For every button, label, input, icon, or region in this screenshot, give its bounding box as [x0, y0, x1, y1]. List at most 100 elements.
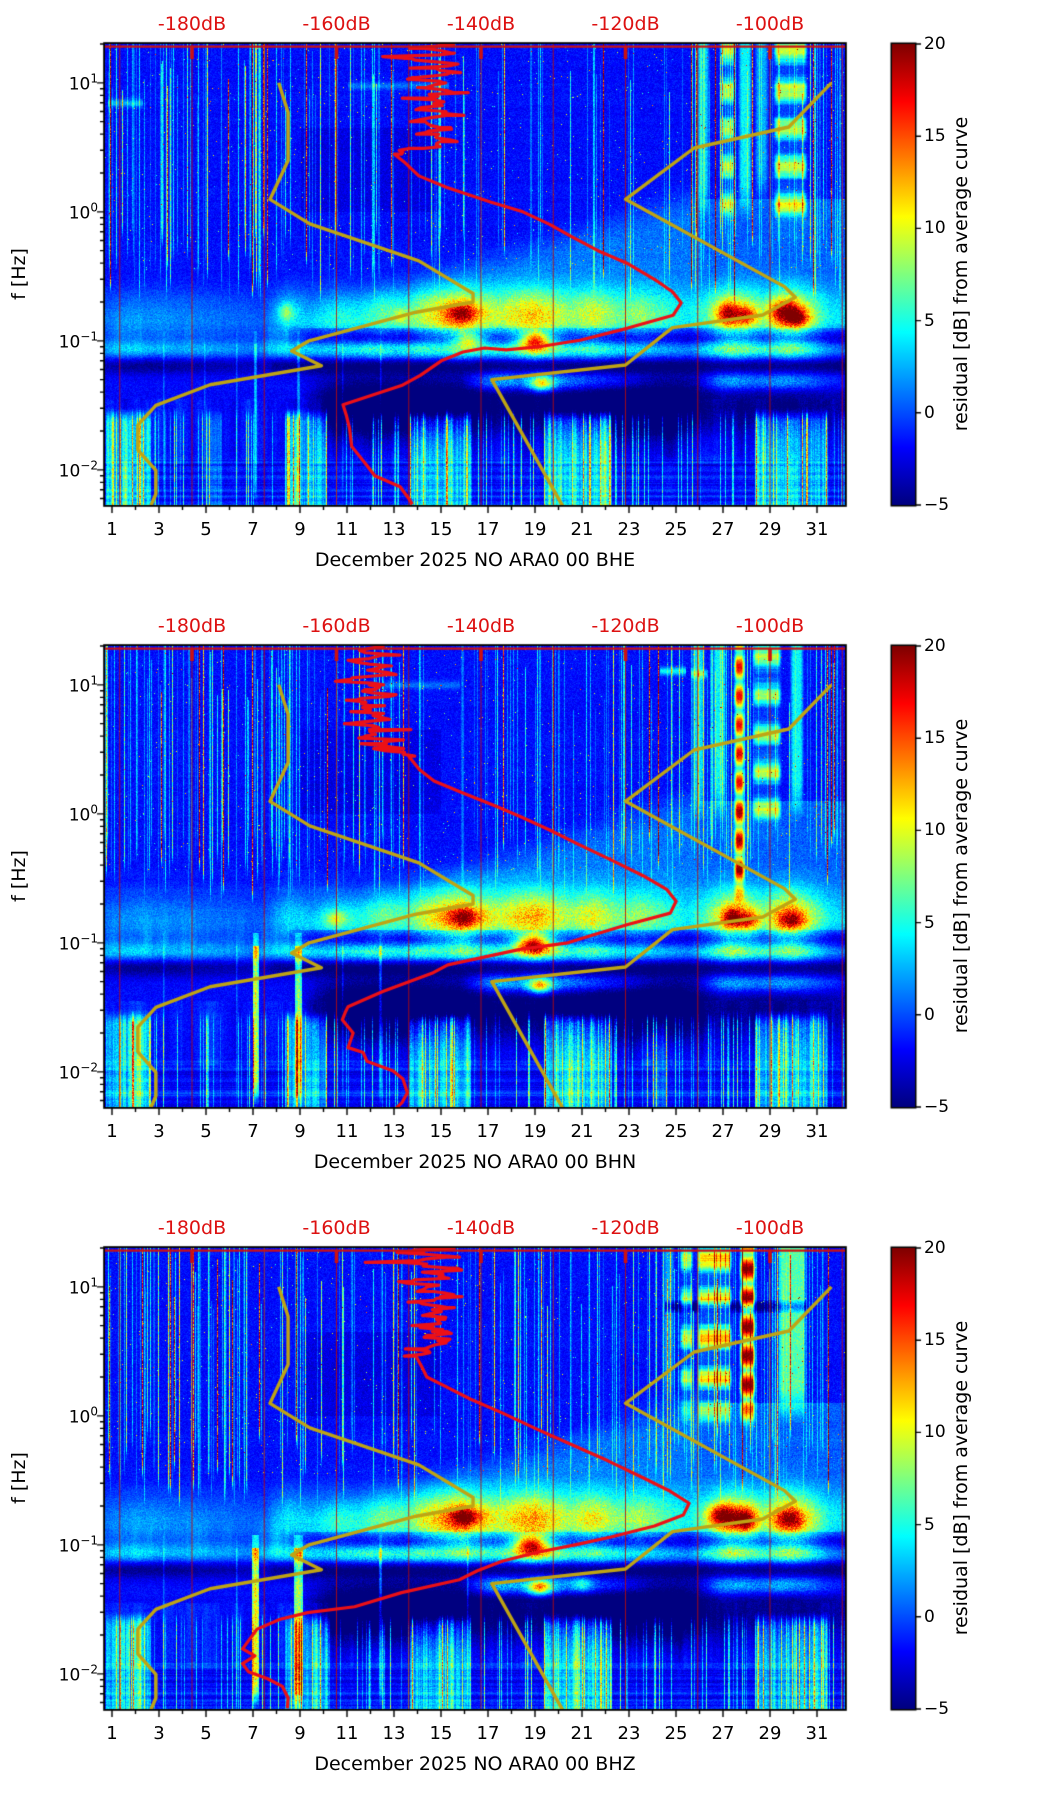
x-tick-label: 7 [247, 1723, 259, 1744]
x-tick-label: 21 [570, 519, 594, 540]
top-axis-label: -120dB [591, 13, 660, 35]
x-tick-label: 11 [335, 519, 359, 540]
plot-title-bhz: December 2025 NO ARA0 00 BHZ [314, 1753, 636, 1775]
top-axis-label: -160dB [302, 13, 371, 35]
top-axis-label: -140dB [446, 13, 516, 35]
x-tick-label: 27 [711, 519, 735, 540]
x-tick-label: 19 [523, 519, 547, 540]
colorbar-tick-label: 10 [924, 1422, 946, 1443]
x-tick-label: 7 [247, 519, 259, 540]
top-axis-label: -160dB [302, 615, 371, 637]
x-tick-label: 19 [523, 1723, 547, 1744]
y-tick-label: 100 [68, 200, 98, 224]
y-tick-label: 100 [68, 802, 98, 826]
colorbar-tick-label: −5 [924, 1699, 950, 1719]
colorbar-label-2: residual [dB] from average curve [950, 718, 972, 1034]
y-tick-label: 10−2 [58, 1060, 98, 1084]
x-tick-label: 9 [294, 1723, 306, 1744]
colorbar-tick-label: 0 [924, 1004, 935, 1025]
colorbar-tick-label: 5 [924, 310, 935, 331]
colorbar-tick-label: 5 [924, 912, 935, 933]
colorbar-tick-label: 0 [924, 1606, 935, 1627]
x-tick-label: 21 [570, 1121, 594, 1142]
x-tick-label: 15 [429, 1121, 453, 1142]
plot-title-bhn: December 2025 NO ARA0 00 BHN [313, 1151, 637, 1173]
colorbar-tick-label: 5 [924, 1514, 935, 1535]
y-tick-label: 10−1 [58, 931, 98, 955]
colorbar-label-1: residual [dB] from average curve [950, 116, 972, 432]
x-tick-label: 17 [476, 1121, 500, 1142]
x-tick-label: 15 [429, 519, 453, 540]
x-tick-label: 9 [294, 519, 306, 540]
top-axis-label: -180dB [157, 615, 227, 637]
plot-title-bhe: December 2025 NO ARA0 00 BHE [314, 549, 636, 571]
x-tick-label: 5 [200, 1723, 212, 1744]
x-tick-label: 21 [570, 1723, 594, 1744]
x-tick-label: 31 [805, 519, 829, 540]
colorbar-tick-label: 15 [924, 1330, 946, 1351]
x-tick-label: 11 [335, 1723, 359, 1744]
x-tick-label: 29 [758, 1121, 782, 1142]
x-tick-label: 1 [106, 1723, 118, 1744]
x-tick-label: 13 [382, 519, 406, 540]
colorbar-tick-label: 20 [924, 636, 946, 656]
top-axis-label: -140dB [446, 1217, 516, 1239]
top-axis-label: -120dB [591, 1217, 660, 1239]
x-tick-label: 3 [153, 1121, 165, 1142]
top-axis-label: -120dB [591, 615, 660, 637]
x-tick-label: 31 [805, 1723, 829, 1744]
top-axis-label: -100dB [735, 13, 805, 35]
x-tick-label: 1 [106, 1121, 118, 1142]
colorbar-tick-label: 15 [924, 126, 946, 147]
x-tick-label: 17 [476, 1723, 500, 1744]
x-tick-label: 23 [617, 1121, 641, 1142]
top-axis-label: -140dB [446, 615, 516, 637]
colorbar-tick-label: −5 [924, 1097, 950, 1117]
colorbar-tick-label: 20 [924, 1238, 946, 1258]
x-tick-label: 3 [153, 1723, 165, 1744]
y-tick-label: 101 [68, 673, 98, 697]
colorbar-tick-label: 20 [924, 34, 946, 54]
x-tick-label: 29 [758, 1723, 782, 1744]
colorbar-tick-label: −5 [924, 495, 950, 515]
x-tick-label: 11 [335, 1121, 359, 1142]
top-axis-label: -100dB [735, 1217, 805, 1239]
x-tick-label: 25 [664, 1121, 688, 1142]
x-tick-label: 27 [711, 1723, 735, 1744]
y-tick-label: 101 [68, 71, 98, 95]
y-tick-label: 10−1 [58, 1533, 98, 1557]
x-tick-label: 31 [805, 1121, 829, 1142]
top-axis-label: -100dB [735, 615, 805, 637]
x-tick-label: 17 [476, 519, 500, 540]
y-axis-label-2: f [Hz] [8, 850, 30, 902]
x-tick-label: 15 [429, 1723, 453, 1744]
x-tick-label: 13 [382, 1723, 406, 1744]
y-tick-label: 100 [68, 1404, 98, 1428]
x-tick-label: 9 [294, 1121, 306, 1142]
top-axis-label: -180dB [157, 13, 227, 35]
top-axis-label: -180dB [157, 1217, 227, 1239]
x-tick-label: 13 [382, 1121, 406, 1142]
y-tick-label: 10−2 [58, 1662, 98, 1686]
x-tick-label: 29 [758, 519, 782, 540]
colorbar-tick-label: 10 [924, 218, 946, 239]
x-tick-label: 1 [106, 519, 118, 540]
x-tick-label: 25 [664, 1723, 688, 1744]
x-tick-label: 27 [711, 1121, 735, 1142]
y-axis-label-3: f [Hz] [8, 1452, 30, 1504]
colorbar-tick-label: 15 [924, 728, 946, 749]
y-tick-label: 10−1 [58, 329, 98, 353]
x-tick-label: 23 [617, 519, 641, 540]
y-axis-label-1: f [Hz] [8, 248, 30, 300]
y-tick-label: 101 [68, 1275, 98, 1299]
x-tick-label: 5 [200, 1121, 212, 1142]
x-tick-label: 3 [153, 519, 165, 540]
top-axis-label: -160dB [302, 1217, 371, 1239]
x-tick-label: 25 [664, 519, 688, 540]
colorbar-tick-label: 0 [924, 402, 935, 423]
colorbar-tick-label: 10 [924, 820, 946, 841]
x-tick-label: 19 [523, 1121, 547, 1142]
x-tick-label: 5 [200, 519, 212, 540]
